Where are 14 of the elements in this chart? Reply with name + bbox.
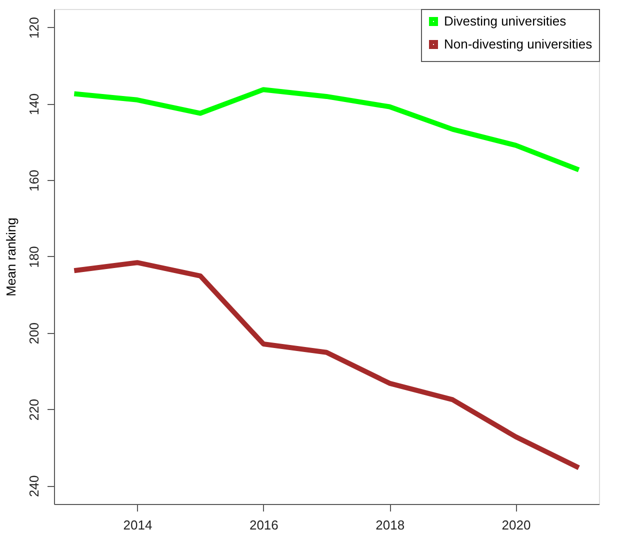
x-tick-label: 2016 xyxy=(249,518,278,532)
y-tick-label: 220 xyxy=(26,398,42,421)
y-tick-label: 140 xyxy=(26,93,42,116)
y-tick-label: 160 xyxy=(26,170,42,192)
x-tick-label: 2018 xyxy=(376,518,405,532)
y-tick-label: 180 xyxy=(26,246,42,268)
y-tick-label: 240 xyxy=(26,475,42,498)
y-tick-label: 120 xyxy=(26,16,42,39)
legend-label: Divesting universities xyxy=(444,14,567,28)
y-axis-title: Mean ranking xyxy=(4,218,18,296)
x-tick-label: 2014 xyxy=(123,518,152,532)
legend-label: Non-divesting universities xyxy=(444,36,593,52)
y-tick-label: 200 xyxy=(26,322,42,344)
x-tick-label: 2020 xyxy=(502,518,531,532)
